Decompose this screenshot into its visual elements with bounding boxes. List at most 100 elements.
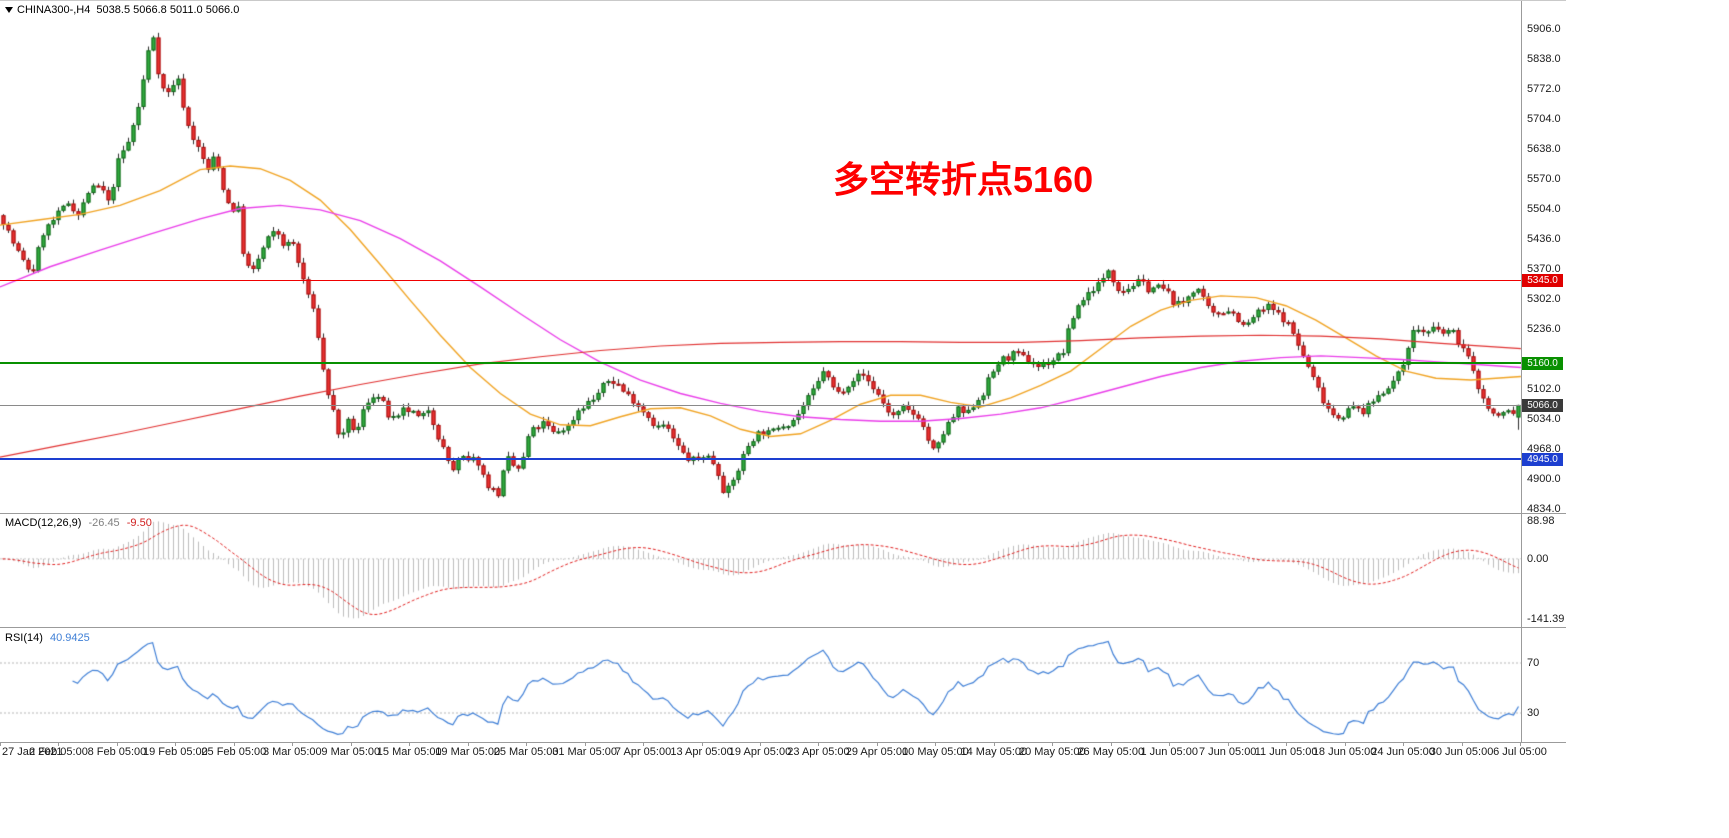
date-axis-label: 7 Apr 05:00 — [614, 746, 672, 758]
price-axis-label: 5302.0 — [1527, 293, 1561, 306]
date-axis-label: 9 Mar 05:00 — [321, 746, 381, 758]
hline-5345.0[interactable] — [0, 279, 1521, 281]
macd-axis-label: -141.39 — [1527, 612, 1565, 625]
date-axis-tick — [877, 742, 878, 746]
hline-4945.0[interactable] — [0, 458, 1521, 461]
date-axis-tick — [409, 742, 410, 746]
macd-indicator-label: MACD(12,26,9) -26.45 -9.50 — [5, 517, 156, 529]
symbol-period-label: CHINA300-,H4 — [17, 4, 91, 16]
date-axis-label: 6 Jul 05:00 — [1493, 746, 1547, 758]
date-axis-label: 20 May 05:00 — [1018, 746, 1086, 758]
date-axis-label: 26 May 05:00 — [1077, 746, 1145, 758]
date-axis-label: 3 Mar 05:00 — [262, 746, 322, 758]
rsi-indicator-label: RSI(14) 40.9425 — [5, 632, 94, 644]
price-axis-border — [1521, 1, 1522, 742]
price-axis-label: 5034.0 — [1527, 413, 1561, 426]
date-axis-tick — [1462, 742, 1463, 746]
price-axis-label: 5638.0 — [1527, 143, 1561, 155]
ohlc-values: 5038.5 5066.8 5011.0 5066.0 — [96, 4, 240, 16]
date-axis-label: 19 Feb 05:00 — [142, 746, 208, 758]
date-axis-label: 14 May 05:00 — [960, 746, 1028, 758]
date-axis-label: 25 Feb 05:00 — [201, 746, 267, 758]
date-axis-label: 23 Apr 05:00 — [787, 746, 850, 758]
price-axis-label: 5370.0 — [1527, 263, 1561, 275]
hline-5160.0[interactable] — [0, 362, 1521, 365]
price-level-badge: 4945.0 — [1522, 452, 1563, 466]
rsi-axis-label: 70 — [1527, 657, 1540, 669]
rsi-panel[interactable] — [0, 628, 1521, 742]
date-axis-tick — [468, 742, 469, 746]
macd-panel[interactable] — [0, 514, 1521, 627]
price-level-badge: 5345.0 — [1522, 273, 1563, 287]
rsi-name: RSI(14) — [5, 632, 43, 644]
date-axis-tick — [117, 742, 118, 746]
date-axis-label: 2 Feb 05:00 — [29, 746, 88, 758]
date-axis-tick — [175, 742, 176, 746]
date-axis-label: 10 May 05:00 — [902, 746, 969, 758]
symbol-dropdown-icon — [5, 7, 13, 13]
date-axis-label: 11 Jun 05:00 — [1254, 746, 1318, 758]
date-axis-tick — [935, 742, 936, 746]
rsi-axis-label: 30 — [1527, 707, 1540, 719]
date-axis-tick — [1052, 742, 1053, 746]
date-axis-label: 24 Jun 05:00 — [1371, 746, 1435, 758]
date-axis-label: 15 Mar 05:00 — [376, 746, 442, 758]
price-level-badge: 5160.0 — [1522, 356, 1563, 370]
price-axis-label: 4968.0 — [1527, 443, 1561, 455]
date-axis-tick — [351, 742, 352, 746]
date-axis-tick — [760, 742, 761, 746]
macd-name: MACD(12,26,9) — [5, 517, 82, 529]
date-axis-tick — [643, 742, 644, 746]
date-axis-tick — [58, 742, 59, 746]
date-axis-label: 29 Apr 05:00 — [845, 746, 909, 758]
date-axis-tick — [1111, 742, 1112, 746]
price-axis-label: 5838.0 — [1527, 53, 1561, 66]
date-axis-tick — [585, 742, 586, 746]
separator-main-macd[interactable] — [0, 513, 1566, 514]
macd-signal-value: -9.50 — [126, 517, 152, 529]
date-axis-tick — [702, 742, 703, 746]
price-axis-label: 5504.0 — [1527, 203, 1561, 215]
separator-rsi-dates — [0, 742, 1566, 743]
price-axis[interactable] — [1522, 1, 1566, 742]
date-axis-label: 19 Apr 05:00 — [728, 746, 792, 758]
price-axis-label: 5772.0 — [1527, 83, 1561, 95]
date-axis-tick — [0, 742, 1, 746]
date-axis-tick — [1520, 742, 1521, 746]
date-axis-label: 19 Mar 05:00 — [435, 746, 501, 758]
date-axis-label: 18 Jun 05:00 — [1312, 746, 1377, 758]
date-axis-tick — [292, 742, 293, 746]
date-axis-label: 25 Mar 05:00 — [493, 746, 559, 758]
chart-annotation-text[interactable]: 多空转折点5160 — [833, 159, 1094, 200]
chart-canvas[interactable] — [0, 1, 1566, 759]
macd-axis-label: 0.00 — [1527, 552, 1549, 565]
macd-main-value: -26.45 — [88, 517, 120, 529]
price-axis-label: 5570.0 — [1527, 173, 1561, 186]
main-chart-panel[interactable] — [0, 1, 1521, 513]
date-axis-label: 7 Jun 05:00 — [1198, 746, 1257, 758]
price-axis-label: 5236.0 — [1527, 323, 1561, 335]
chart-title-ohlc: CHINA300-,H4 5038.5 5066.8 5011.0 5066.0 — [17, 4, 242, 16]
price-level-badge: 5066.0 — [1522, 398, 1563, 412]
date-axis-tick — [1403, 742, 1404, 746]
hline-5066.0[interactable] — [0, 404, 1521, 406]
date-axis-tick — [1169, 742, 1170, 746]
price-axis-label: 5704.0 — [1527, 113, 1561, 126]
date-axis-tick — [818, 742, 819, 746]
date-axis-tick — [526, 742, 527, 746]
rsi-value: 40.9425 — [49, 632, 90, 644]
price-axis-label: 5906.0 — [1527, 23, 1561, 35]
separator-macd-rsi[interactable] — [0, 627, 1566, 628]
price-axis-label: 5436.0 — [1527, 233, 1561, 246]
price-axis-label: 4900.0 — [1527, 473, 1561, 486]
date-axis-tick — [1228, 742, 1229, 746]
price-axis-label: 4834.0 — [1527, 503, 1561, 515]
date-axis-label: 8 Feb 05:00 — [87, 746, 147, 758]
chart-window: CHINA300-,H4 5038.5 5066.8 5011.0 5066.0… — [0, 0, 1566, 759]
date-axis-tick — [1345, 742, 1346, 746]
macd-axis-label: 88.98 — [1527, 514, 1555, 527]
date-axis-tick — [994, 742, 995, 746]
date-axis-label: 30 Jun 05:00 — [1429, 746, 1494, 758]
date-axis-tick — [234, 742, 235, 746]
date-axis-tick — [1286, 742, 1287, 746]
